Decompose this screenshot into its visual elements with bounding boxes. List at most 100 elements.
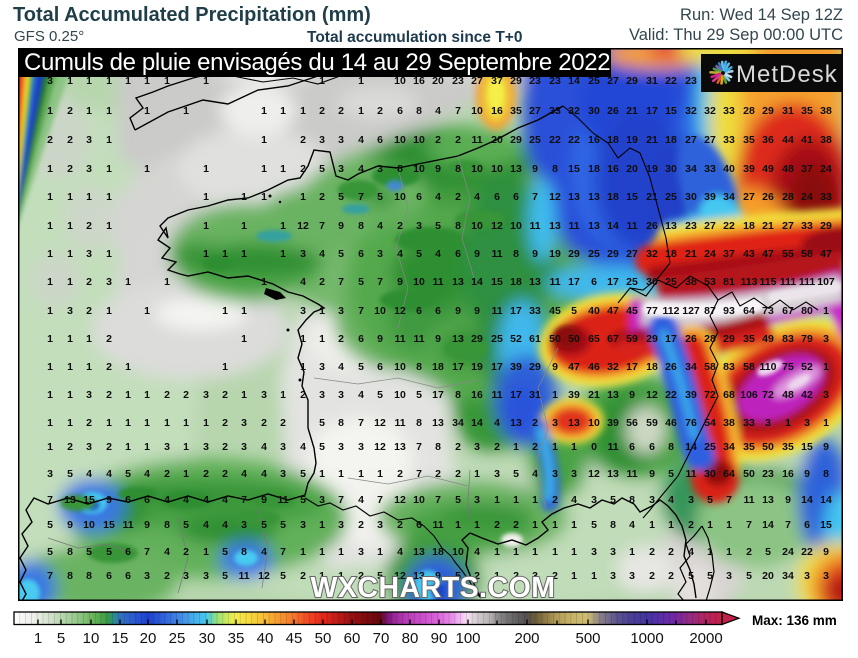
svg-text:2: 2 <box>222 389 228 401</box>
svg-text:6: 6 <box>377 134 383 146</box>
svg-text:2: 2 <box>300 134 306 146</box>
svg-text:34: 34 <box>723 191 735 203</box>
svg-text:11: 11 <box>491 248 502 260</box>
svg-text:15: 15 <box>112 630 129 647</box>
svg-text:3: 3 <box>377 519 383 531</box>
svg-text:1: 1 <box>125 441 131 453</box>
svg-text:1: 1 <box>455 519 461 531</box>
svg-text:29: 29 <box>568 248 580 260</box>
svg-text:3: 3 <box>144 570 150 582</box>
svg-text:5: 5 <box>222 570 228 582</box>
svg-text:1: 1 <box>164 417 170 429</box>
svg-text:6: 6 <box>397 105 403 117</box>
svg-text:4: 4 <box>164 546 170 558</box>
svg-text:127: 127 <box>682 305 700 317</box>
svg-text:46: 46 <box>665 417 677 429</box>
svg-text:3: 3 <box>241 519 247 531</box>
svg-text:93: 93 <box>723 305 735 317</box>
svg-text:9: 9 <box>144 519 150 531</box>
svg-text:1: 1 <box>203 163 209 175</box>
svg-text:2: 2 <box>532 417 538 429</box>
svg-text:12: 12 <box>394 494 406 506</box>
svg-text:39: 39 <box>510 361 522 373</box>
svg-text:5: 5 <box>591 519 597 531</box>
svg-text:2: 2 <box>319 105 325 117</box>
svg-text:3: 3 <box>338 163 344 175</box>
svg-text:33: 33 <box>820 191 832 203</box>
svg-text:3: 3 <box>319 494 325 506</box>
svg-text:12: 12 <box>374 441 386 453</box>
svg-text:34: 34 <box>685 361 697 373</box>
svg-text:3: 3 <box>765 417 771 429</box>
svg-text:30: 30 <box>685 191 697 203</box>
svg-text:1: 1 <box>203 191 209 203</box>
svg-text:16: 16 <box>413 75 425 87</box>
svg-text:8: 8 <box>823 468 829 480</box>
svg-text:28: 28 <box>743 105 755 117</box>
svg-text:49: 49 <box>762 163 774 175</box>
svg-text:46: 46 <box>588 361 600 373</box>
svg-text:4: 4 <box>435 248 441 260</box>
svg-text:1: 1 <box>338 546 344 558</box>
svg-text:10: 10 <box>394 134 406 146</box>
svg-text:23: 23 <box>452 75 464 87</box>
svg-text:47: 47 <box>762 248 774 260</box>
svg-text:5: 5 <box>222 546 228 558</box>
svg-text:3: 3 <box>203 570 209 582</box>
svg-text:6: 6 <box>416 305 422 317</box>
svg-text:27: 27 <box>743 191 755 203</box>
svg-text:7: 7 <box>319 220 325 232</box>
svg-text:14: 14 <box>568 75 580 87</box>
svg-text:1: 1 <box>67 248 73 260</box>
svg-text:22: 22 <box>723 220 735 232</box>
svg-text:14: 14 <box>685 441 697 453</box>
svg-text:35: 35 <box>801 105 813 117</box>
svg-text:1: 1 <box>823 305 829 317</box>
svg-text:26: 26 <box>665 361 677 373</box>
svg-text:2: 2 <box>319 276 325 288</box>
svg-text:13: 13 <box>452 276 464 288</box>
svg-text:8: 8 <box>338 417 344 429</box>
svg-text:44: 44 <box>782 134 794 146</box>
svg-text:11: 11 <box>685 468 696 480</box>
svg-text:4: 4 <box>106 468 112 480</box>
svg-text:1: 1 <box>513 494 519 506</box>
svg-text:18: 18 <box>588 163 600 175</box>
svg-text:83: 83 <box>723 361 735 373</box>
svg-text:27: 27 <box>782 220 794 232</box>
svg-text:12: 12 <box>491 220 503 232</box>
svg-text:67: 67 <box>607 333 619 345</box>
svg-text:5: 5 <box>377 389 383 401</box>
svg-text:11: 11 <box>277 494 288 506</box>
svg-text:18: 18 <box>432 546 444 558</box>
svg-text:3: 3 <box>261 389 267 401</box>
svg-text:10: 10 <box>452 546 464 558</box>
svg-text:25: 25 <box>626 276 638 288</box>
svg-text:3: 3 <box>86 389 92 401</box>
svg-text:11: 11 <box>238 570 249 582</box>
svg-text:5: 5 <box>106 546 112 558</box>
svg-text:17: 17 <box>491 361 503 373</box>
svg-text:2: 2 <box>668 546 674 558</box>
svg-text:WXCHARTS.COM: WXCHARTS.COM <box>310 572 555 601</box>
svg-text:1: 1 <box>494 494 500 506</box>
svg-text:4: 4 <box>183 494 189 506</box>
svg-text:9: 9 <box>377 333 383 345</box>
svg-text:23: 23 <box>762 468 774 480</box>
svg-text:6: 6 <box>455 248 461 260</box>
svg-text:29: 29 <box>471 333 483 345</box>
svg-text:13: 13 <box>607 389 619 401</box>
svg-text:5: 5 <box>338 191 344 203</box>
svg-text:19: 19 <box>646 163 658 175</box>
svg-text:107: 107 <box>817 276 835 288</box>
svg-text:52: 52 <box>510 333 522 345</box>
svg-text:17: 17 <box>607 276 619 288</box>
svg-text:45: 45 <box>626 305 638 317</box>
svg-text:2: 2 <box>222 417 228 429</box>
svg-text:27: 27 <box>607 75 619 87</box>
svg-text:1: 1 <box>241 389 247 401</box>
svg-text:1: 1 <box>125 75 131 87</box>
svg-text:5: 5 <box>688 570 694 582</box>
svg-text:1: 1 <box>300 191 306 203</box>
svg-text:1: 1 <box>47 441 53 453</box>
